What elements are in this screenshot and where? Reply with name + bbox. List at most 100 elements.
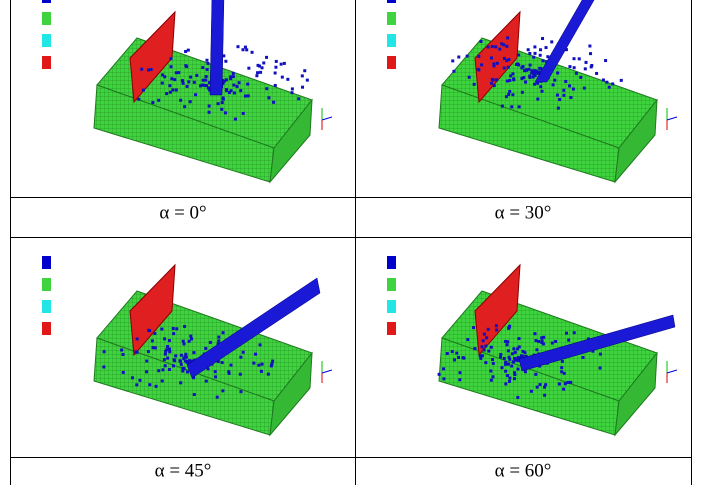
debris (206, 61, 210, 65)
debris (543, 393, 547, 397)
debris (500, 42, 504, 46)
debris (151, 101, 155, 105)
debris (262, 61, 266, 65)
debris (238, 372, 242, 376)
debris (508, 357, 512, 361)
debris (258, 343, 262, 347)
debris (525, 68, 529, 72)
debris (227, 91, 231, 95)
debris (607, 85, 611, 89)
debris (520, 90, 524, 94)
debris (165, 92, 169, 96)
debris (205, 58, 209, 62)
debris (187, 80, 191, 84)
debris (522, 76, 526, 80)
debris (482, 332, 486, 336)
debris (494, 324, 498, 328)
debris (206, 86, 210, 90)
debris (274, 59, 278, 63)
debris (146, 350, 150, 354)
debris (220, 361, 224, 365)
debris (181, 366, 185, 370)
debris (220, 101, 224, 105)
legend-swatch (387, 0, 396, 3)
debris (536, 97, 540, 101)
debris (457, 55, 461, 59)
debris (523, 370, 527, 374)
debris (516, 395, 520, 399)
debris (550, 341, 554, 345)
debris (506, 340, 510, 344)
debris (510, 352, 514, 356)
debris (166, 356, 170, 360)
debris (510, 105, 514, 109)
debris (195, 73, 199, 77)
debris (490, 45, 494, 49)
debris (167, 368, 171, 372)
debris (231, 71, 235, 75)
debris (540, 339, 544, 343)
debris (171, 326, 175, 330)
debris (584, 60, 588, 64)
debris (486, 45, 490, 49)
debris (270, 362, 274, 366)
debris (229, 77, 233, 81)
debris (146, 68, 150, 72)
debris (227, 370, 231, 374)
debris (134, 350, 138, 354)
debris (260, 362, 264, 366)
debris (168, 90, 172, 94)
debris (172, 332, 176, 336)
debris (528, 63, 532, 67)
debris (560, 366, 564, 370)
debris (258, 64, 262, 68)
legend-swatch (42, 0, 51, 3)
debris (533, 332, 537, 336)
debris (564, 79, 568, 83)
debris (149, 68, 153, 72)
debris (205, 68, 209, 72)
debris (192, 80, 196, 84)
debris (571, 87, 575, 91)
debris (517, 357, 521, 361)
debris (480, 63, 484, 67)
debris (534, 339, 538, 343)
debris (154, 384, 158, 388)
legend-swatch (42, 56, 51, 69)
debris (579, 75, 583, 79)
debris (224, 78, 228, 82)
debris (267, 96, 271, 100)
debris (514, 62, 518, 66)
debris (581, 355, 585, 359)
debris (162, 358, 166, 362)
debris (282, 61, 286, 65)
debris (207, 81, 211, 85)
debris (452, 69, 456, 73)
debris (273, 83, 277, 87)
debris (204, 78, 208, 82)
debris (160, 327, 164, 331)
debris (272, 100, 276, 104)
simulation-image (42, 0, 333, 184)
debris (491, 361, 495, 365)
debris (564, 48, 568, 52)
debris (619, 78, 623, 82)
debris (301, 85, 305, 89)
debris (569, 96, 573, 100)
debris (216, 360, 220, 364)
debris (487, 349, 491, 353)
debris (204, 346, 208, 350)
debris (550, 40, 554, 44)
debris (577, 57, 581, 61)
debris (516, 367, 520, 371)
legend-swatch (387, 12, 396, 25)
debris (511, 93, 515, 97)
debris (274, 65, 278, 69)
debris (522, 69, 526, 73)
debris (517, 63, 521, 67)
debris (259, 369, 263, 373)
debris (558, 98, 562, 102)
debris (601, 78, 605, 82)
debris (217, 339, 221, 343)
